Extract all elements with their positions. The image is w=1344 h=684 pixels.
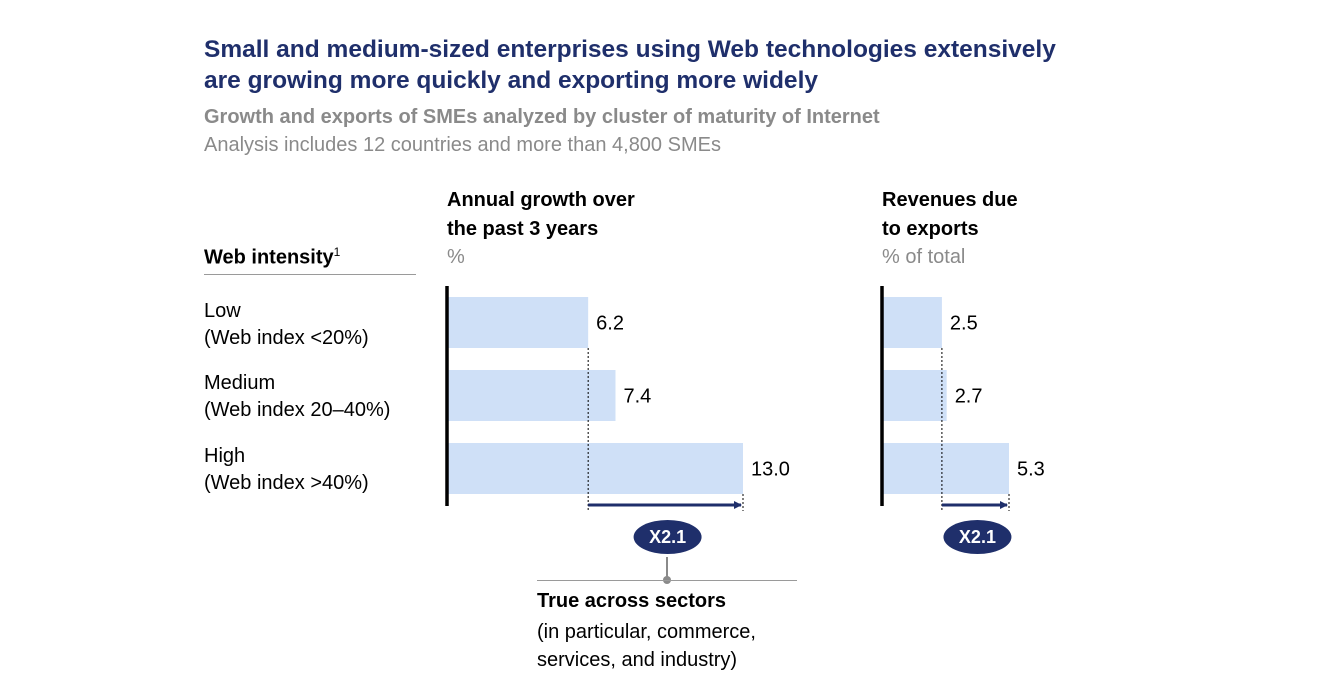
title-line-1: Small and medium-sized enterprises using… xyxy=(204,36,1056,63)
callout-line-1: (in particular, commerce, xyxy=(537,621,756,643)
web-intensity-header: Web intensity1 xyxy=(204,245,340,270)
growth-value-label-high: 13.0 xyxy=(751,459,790,481)
row-label-medium-name: Medium xyxy=(204,372,276,394)
callout-rule xyxy=(537,580,797,581)
row-label-medium-range: (Web index 20–40%) xyxy=(204,399,391,421)
callout-body: (in particular, commerce, services, and … xyxy=(537,618,756,674)
row-label-low-name: Low xyxy=(204,300,241,322)
exports-multiplier-badge xyxy=(943,520,1012,554)
row-label-high: High (Web index >40%) xyxy=(204,443,369,497)
row-label-high-range: (Web index >40%) xyxy=(204,472,369,494)
growth-chart-title: Annual growth over the past 3 years xyxy=(447,186,635,244)
title-line-2: are growing more quickly and exporting m… xyxy=(204,67,818,94)
growth-unit: % xyxy=(447,246,465,268)
exports-value-label-low: 2.5 xyxy=(950,313,978,335)
exports-value-label-medium: 2.7 xyxy=(955,386,983,408)
exports-title-line-2: to exports xyxy=(882,218,979,240)
exports-multiplier-label: X2.1 xyxy=(959,527,996,547)
callout-title: True across sectors xyxy=(537,590,726,612)
exports-bar-medium xyxy=(882,370,947,421)
growth-multiplier-badge xyxy=(633,520,702,554)
exports-title-line-1: Revenues due xyxy=(882,189,1018,211)
exports-bar-high xyxy=(882,443,1009,494)
growth-chart: 6.2 7.4 13.0 X2.1 xyxy=(445,286,790,554)
row-label-high-name: High xyxy=(204,445,246,467)
page-title: Small and medium-sized enterprises using… xyxy=(204,34,1204,96)
chart-subtitle: Growth and exports of SMEs analyzed by c… xyxy=(204,106,880,128)
growth-multiplier-label: X2.1 xyxy=(649,527,686,547)
growth-bar-low xyxy=(447,297,589,348)
exports-chart: 2.5 2.7 5.3 X2.1 xyxy=(880,286,1045,554)
row-label-low-range: (Web index <20%) xyxy=(204,327,369,349)
exports-value-label-high: 5.3 xyxy=(1017,459,1045,481)
exports-chart-title: Revenues due to exports xyxy=(882,186,1018,244)
growth-value-label-medium: 7.4 xyxy=(623,386,651,408)
analysis-note: Analysis includes 12 countries and more … xyxy=(204,134,721,156)
exports-bar-low xyxy=(882,297,942,348)
callout-line-2: services, and industry) xyxy=(537,649,738,671)
growth-title-line-1: Annual growth over xyxy=(447,189,635,211)
web-intensity-label: Web intensity xyxy=(204,246,334,269)
row-label-medium: Medium (Web index 20–40%) xyxy=(204,370,390,424)
growth-bar-high xyxy=(447,443,743,494)
growth-title-line-2: the past 3 years xyxy=(447,218,599,240)
exports-unit: % of total xyxy=(882,246,966,268)
web-intensity-rule xyxy=(204,274,416,275)
growth-bar-medium xyxy=(447,370,616,421)
growth-value-label-low: 6.2 xyxy=(596,313,624,335)
footnote-marker: 1 xyxy=(333,245,341,259)
row-label-low: Low (Web index <20%) xyxy=(204,298,369,352)
